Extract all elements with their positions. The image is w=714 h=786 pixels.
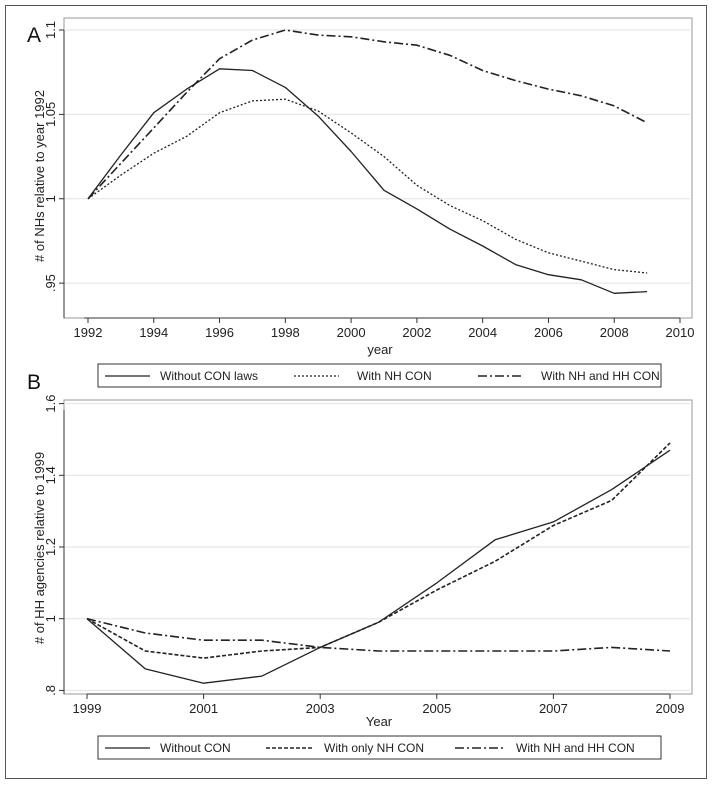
panel-a-legend-items: Without CON laws With NH CON With NH and H… [105, 369, 660, 383]
panel-b-x-tick-label: 1999 [73, 701, 102, 716]
panel-a-x-tick-label: 2010 [666, 325, 695, 340]
panel-a-legend-label-2: With NH CON [357, 369, 432, 383]
panel-a-y-tick-label: 1.05 [43, 102, 58, 127]
panel-b-series-line-3 [86, 617, 671, 652]
panel-a-y-ticks: .95 1 1.05 1.1 [43, 21, 64, 292]
panel-b-y-tick-label: 1 [43, 615, 58, 622]
panel-b-legend [97, 735, 662, 760]
panel-b-lines [86, 442, 671, 684]
panel-a-plot-box [63, 17, 693, 319]
panel-a-series-line-1 [87, 68, 648, 294]
panel-a-legend [97, 363, 662, 388]
panel-b-legend-label-3: With NH and HH CON [516, 741, 635, 755]
panel-a-x-tick-label: 2004 [468, 325, 497, 340]
panel-b-label: B [27, 371, 41, 394]
panel-b: B 1999 2001 2003 2005 2007 2009 .811.21.41.6 … [27, 371, 693, 760]
panel-b-y-tick-label: 1.2 [43, 538, 58, 556]
panel-a-y-tick-label: 1.1 [43, 21, 58, 39]
panel-b-x-tick-label: 2003 [306, 701, 335, 716]
panel-b-y-tick-label: .8 [43, 685, 58, 696]
panel-a-x-tick-label: 2008 [600, 325, 629, 340]
panel-a-xlabel: year [367, 342, 393, 357]
panel-b-x-tick-label: 2005 [422, 701, 451, 716]
panel-b-legend-label-1: Without CON [160, 741, 231, 755]
panel-b-y-tick-label: 1.6 [43, 395, 58, 413]
panel-b-ylabel: # of HH agencies relative to 1999 [32, 452, 47, 644]
panel-a-y-tick-label: 1 [43, 195, 58, 202]
panel-b-legend-label-2: With only NH CON [324, 741, 424, 755]
panel-b-y-tick-label: 1.4 [43, 466, 58, 484]
figure-frame [5, 5, 707, 779]
panel-a-x-tick-label: 1992 [74, 325, 103, 340]
panel-a-x-tick-label: 2002 [402, 325, 431, 340]
panel-a-x-tick-label: 1996 [205, 325, 234, 340]
panel-a-y-tick-label: .95 [43, 274, 58, 292]
panel-a-label: A [27, 24, 41, 47]
panel-b-series-line-2 [86, 442, 671, 659]
panel-a-ylabel: # of NHs relative to year 1992 [32, 90, 47, 262]
panel-b-x-tick-label: 2007 [539, 701, 568, 716]
panel-b-gridlines [64, 403, 690, 691]
panel-b-y-ticks: .8 1 1.2 1.4 1.6 [43, 395, 64, 696]
panel-a-x-tick-label: 1994 [139, 325, 168, 340]
panel-a-series-line-3 [87, 29, 648, 200]
panel-a-legend-label-3: With NH and HH CON [541, 369, 660, 383]
panel-a-x-tick-label: 2000 [337, 325, 366, 340]
panel-a-x-tick-label: 2006 [534, 325, 563, 340]
panel-a-series-line-2 [87, 98, 648, 274]
panel-a-lines [87, 29, 648, 294]
panel-b-series-line-1 [86, 449, 671, 684]
panel-a-gridlines [64, 29, 690, 284]
panel-a-x-ticks: 1992 1994 1996 1998 2000 2002 2004 2006 2008 2010 [74, 318, 695, 340]
panel-a: A 1992 1994 1996 1998 2000 2002 2004 2006 2008 20… [27, 17, 695, 388]
panel-a-legend-label-1: Without CON laws [160, 369, 258, 383]
panel-b-x-ticks: 1999 2001 2003 2005 2007 2009 [73, 694, 685, 716]
panel-b-legend-items: Without CON With only NH CON With NH and H… [105, 741, 635, 755]
panel-b-xlabel: Year [366, 714, 393, 729]
panel-b-x-tick-label: 2009 [656, 701, 685, 716]
panel-b-x-tick-label: 2001 [189, 701, 218, 716]
panel-a-x-tick-label: 1998 [271, 325, 300, 340]
